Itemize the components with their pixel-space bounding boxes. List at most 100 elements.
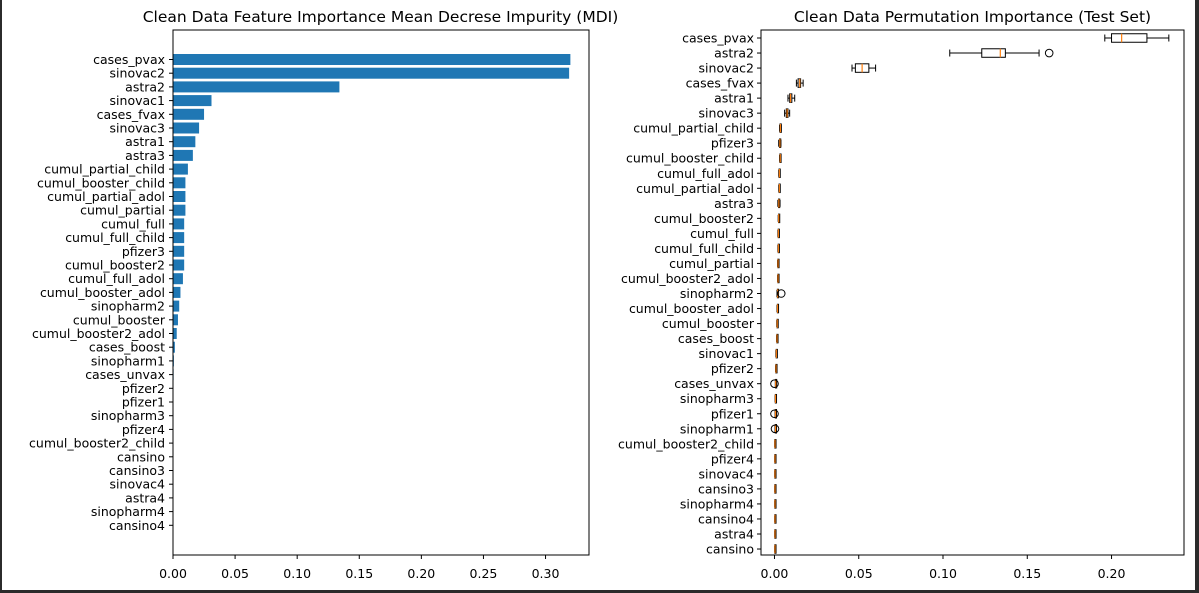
boxplot-sinopharm2: [776, 288, 786, 299]
mdi-bar-cumul-partial-adol: [173, 191, 186, 202]
mdi-label-pfizer2: pfizer2: [122, 381, 165, 396]
mdi-label-pfizer1: pfizer1: [122, 395, 165, 410]
permutation-chart: Clean Data Permutation Importance (Test …: [618, 8, 1185, 581]
mdi-y-labels: cases_pvaxsinovac2astra2sinovac1cases_fv…: [29, 52, 173, 533]
mdi-bar-sinopharm2: [173, 300, 180, 312]
boxplot-cases-pvax: [1104, 33, 1170, 43]
boxplot-cumul-partial: [777, 258, 780, 269]
mdi-label-astra3: astra3: [125, 148, 165, 163]
boxplot-cumul-full-child: [777, 243, 780, 254]
flier-point: [1044, 48, 1054, 58]
mdi-label-cumul-booster2: cumul_booster2: [65, 258, 165, 273]
box: [1111, 33, 1148, 43]
mdi-label-sinovac1: sinovac1: [110, 93, 165, 108]
mdi-label-cansino: cansino: [117, 449, 165, 464]
mdi-xtick-label: 0.15: [345, 566, 373, 581]
perm-label-cumul-booster2: cumul_booster2: [654, 211, 754, 226]
boxplot-pfizer3: [778, 138, 782, 148]
mdi-bar-cumul-full-child: [173, 232, 185, 244]
mdi-bar-cumul-partial-child: [173, 163, 188, 175]
mdi-bar-cumul-partial: [173, 204, 186, 216]
perm-label-cases-pvax: cases_pvax: [682, 31, 754, 46]
mdi-label-cansino3: cansino3: [109, 463, 165, 478]
boxplot-sinovac3: [784, 108, 791, 118]
mdi-bar-cases-boost: [173, 341, 175, 353]
mdi-bar-sinovac3: [173, 122, 200, 134]
mdi-label-cumul-full-adol: cumul_full_adol: [68, 271, 165, 286]
mdi-label-sinopharm4: sinopharm4: [91, 504, 165, 519]
boxplot-sinopharm3: [774, 393, 778, 404]
mdi-bar-pfizer3: [173, 245, 185, 257]
boxplot-cumul-partial-child: [779, 123, 782, 133]
boxplot-cumul-full: [777, 228, 780, 239]
perm-label-astra3: astra3: [714, 196, 754, 211]
mdi-label-cansino4: cansino4: [109, 518, 165, 533]
mdi-label-cumul-partial-child: cumul_partial_child: [44, 162, 165, 177]
boxplot-cases-fvax: [795, 78, 804, 88]
perm-label-cansino3: cansino3: [698, 481, 754, 496]
boxplot-cansino: [774, 544, 777, 554]
boxplot-sinovac2: [851, 63, 877, 73]
perm-label-sinopharm1: sinopharm1: [680, 421, 754, 436]
mdi-label-cases-pvax: cases_pvax: [93, 52, 165, 67]
boxplot-cumul-partial-adol: [778, 183, 781, 194]
mdi-xtick-label: 0.25: [470, 566, 498, 581]
perm-label-pfizer2: pfizer2: [711, 361, 754, 376]
mdi-bar-cumul-booster: [173, 314, 178, 326]
boxplot-astra3: [777, 198, 781, 209]
boxplot-astra2: [949, 48, 1054, 58]
mdi-bar-astra2: [173, 81, 340, 93]
boxplot-pfizer1: [770, 409, 779, 419]
perm-label-cansino: cansino: [706, 542, 754, 557]
mdi-label-astra1: astra1: [125, 134, 165, 149]
mdi-bar-cases-fvax: [173, 108, 205, 120]
mdi-label-cumul-booster2-adol: cumul_booster2_adol: [32, 326, 165, 341]
perm-label-cumul-full: cumul_full: [690, 226, 754, 241]
mdi-bars: [173, 54, 571, 531]
mdi-bar-cases-pvax: [173, 54, 571, 65]
mdi-label-sinopharm1: sinopharm1: [91, 353, 165, 368]
perm-label-sinovac1: sinovac1: [699, 346, 754, 361]
mdi-label-sinovac4: sinovac4: [110, 477, 165, 492]
mdi-label-cumul-booster-child: cumul_booster_child: [37, 175, 165, 190]
mdi-bar-cumul-booster2-adol: [173, 328, 177, 339]
boxplot-sinovac1: [775, 348, 778, 359]
mdi-label-cumul-partial-adol: cumul_partial_adol: [47, 189, 165, 204]
mdi-xtick-label: 0.30: [532, 566, 560, 581]
perm-xtick-label: 0.00: [761, 566, 789, 581]
boxplot-sinovac4: [774, 469, 777, 479]
permutation-plot-frame: [760, 29, 1185, 556]
perm-label-sinopharm2: sinopharm2: [680, 286, 754, 301]
perm-label-cansino4: cansino4: [698, 511, 754, 526]
mdi-label-pfizer4: pfizer4: [122, 422, 165, 437]
mdi-label-sinovac3: sinovac3: [110, 121, 165, 136]
mdi-label-cases-fvax: cases_fvax: [97, 107, 165, 122]
mdi-bar-astra3: [173, 149, 193, 161]
perm-xtick-label: 0.20: [1098, 566, 1126, 581]
boxplot-cumul-full-adol: [778, 168, 781, 179]
mdi-bar-cumul-booster2: [173, 259, 185, 271]
mdi-label-cumul-partial: cumul_partial: [80, 203, 165, 218]
mdi-plot-frame: [172, 29, 590, 556]
perm-label-pfizer3: pfizer3: [711, 136, 754, 151]
mdi-bar-cumul-booster-child: [173, 177, 186, 189]
perm-label-cumul-booster-adol: cumul_booster_adol: [629, 301, 754, 316]
perm-label-cumul-partial: cumul_partial: [669, 256, 754, 271]
boxplot-cumul-booster-child: [779, 153, 782, 163]
mdi-label-cumul-booster-adol: cumul_booster_adol: [40, 285, 165, 300]
perm-label-astra1: astra1: [714, 91, 754, 106]
perm-label-cumul-booster: cumul_booster: [662, 316, 755, 331]
perm-xtick-label: 0.10: [929, 566, 957, 581]
mdi-label-sinovac2: sinovac2: [110, 66, 165, 81]
permutation-x-ticks: 0.00 0.05 0.10 0.15 0.20: [761, 555, 1126, 581]
flier-point: [770, 379, 779, 388]
mdi-bar-sinovac2: [173, 67, 570, 79]
perm-label-cases-boost: cases_boost: [678, 331, 754, 346]
mdi-label-cases-boost: cases_boost: [89, 340, 165, 355]
boxplot-cases-unvax: [770, 378, 779, 389]
mdi-label-cases-unvax: cases_unvax: [85, 367, 165, 382]
perm-label-cases-unvax: cases_unvax: [674, 376, 754, 391]
perm-label-cumul-partial-adol: cumul_partial_adol: [636, 181, 754, 196]
perm-label-cumul-booster-child: cumul_booster_child: [626, 151, 754, 166]
boxplot-astra1: [787, 93, 796, 103]
